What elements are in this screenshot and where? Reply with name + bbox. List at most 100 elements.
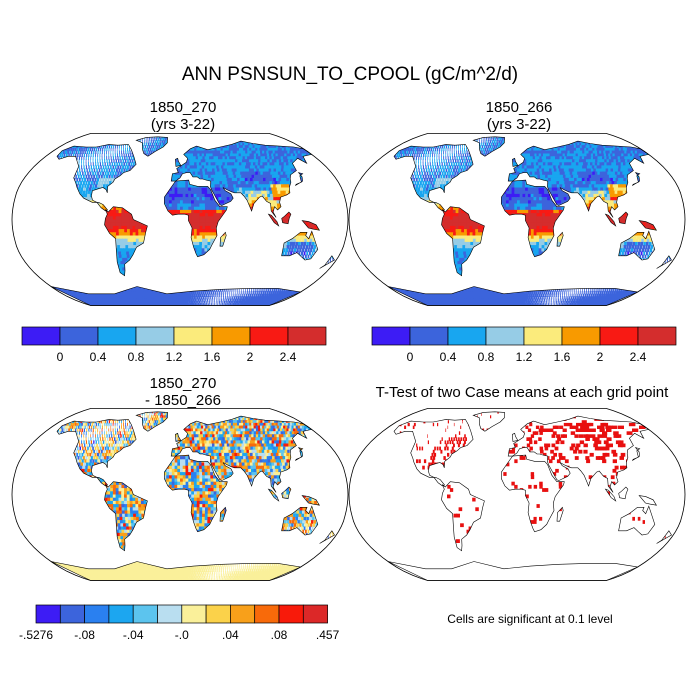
panel-title-case2: 1850_266 (yrs 3-22)	[384, 99, 654, 133]
colorbar-box	[132, 604, 158, 624]
panel-case1-title-line2: (yrs 3-22)	[48, 116, 318, 133]
colorbar-box	[485, 326, 525, 346]
coastline-sumatra	[604, 488, 617, 502]
coastline-south-america	[104, 481, 148, 552]
colorbar-box	[637, 326, 677, 346]
panel-ttest-title-line1: T-Test of two Case means at each grid po…	[352, 384, 692, 401]
coastline-eurasia	[507, 140, 650, 218]
colorbar-box	[84, 604, 110, 624]
colorbar-tick-label: 0	[407, 350, 414, 364]
ocean	[349, 408, 685, 581]
colorbar-tick-label: 1.6	[554, 350, 571, 364]
coastline-sumatra	[604, 213, 617, 227]
coastline-borneo	[618, 211, 629, 225]
map-ttest	[348, 408, 686, 581]
colorbar-case2: 0 0.4 0.8 1.2 1.6 2 2.4	[371, 326, 677, 364]
coastlines	[50, 136, 335, 306]
map-case1	[11, 133, 349, 306]
panel-title-diff: 1850_270 - 1850_266	[48, 375, 318, 409]
coastline-japan	[631, 172, 641, 187]
colorbar-tick-label: 1.6	[204, 350, 221, 364]
coastline-africa	[163, 179, 228, 258]
coastline-new-zealand	[656, 255, 672, 269]
globe-border	[348, 408, 686, 581]
coastline-new-guinea	[638, 495, 657, 506]
panel-title-ttest: T-Test of two Case means at each grid po…	[352, 384, 692, 401]
coastline-madagascar	[219, 231, 227, 247]
coastline-borneo	[281, 486, 292, 500]
colorbar-case1: 0 0.4 0.8 1.2 1.6 2 2.4	[21, 326, 327, 364]
coastline-australia	[618, 230, 656, 261]
colorbar-tick-label: 0	[57, 350, 64, 364]
coastline-new-zealand	[319, 255, 335, 269]
colorbar-box	[108, 604, 134, 624]
ocean	[349, 133, 685, 306]
colorbar-box	[302, 604, 328, 624]
coastline-uk	[175, 432, 182, 442]
panel-case2-title-line2: (yrs 3-22)	[384, 116, 654, 133]
coastline-australia	[618, 505, 656, 536]
coastline-africa	[500, 179, 565, 258]
coastline-new-zealand	[319, 530, 335, 544]
colorbar-tick-label: 0.4	[440, 350, 457, 364]
figure-title: ANN PSNSUN_TO_CPOOL (gC/m^2/d)	[0, 64, 700, 86]
globe-border	[348, 133, 686, 306]
globe-border	[11, 133, 349, 306]
colorbar-tick-label: 1.2	[166, 350, 183, 364]
colorbar-box	[409, 326, 449, 346]
coastline-uk	[512, 157, 519, 167]
panel-diff-title-line1: 1850_270	[48, 375, 318, 392]
colorbar-tick-label: 2	[597, 350, 604, 364]
coastline-new-guinea	[301, 495, 320, 506]
coastline-new-guinea	[638, 220, 657, 231]
panel-case2-title-line1: 1850_266	[384, 99, 654, 116]
panel-title-case1: 1850_270 (yrs 3-22)	[48, 99, 318, 133]
colorbar-box	[59, 604, 85, 624]
coastline-south-america	[441, 481, 485, 552]
colorbar-box	[230, 604, 256, 624]
colorbar-tick-label: .457	[316, 628, 340, 642]
colorbar-box	[599, 326, 639, 346]
map-case2	[348, 133, 686, 306]
colorbar-tick-label: -.5276	[19, 628, 53, 642]
coastline-sumatra	[267, 488, 280, 502]
panel-diff-title-line2: - 1850_266	[48, 392, 318, 409]
coastline-north-america	[393, 419, 474, 487]
coastline-borneo	[618, 486, 629, 500]
colorbar-tick-label: 0.8	[478, 350, 495, 364]
colorbar-box	[249, 326, 289, 346]
coastline-south-america	[441, 206, 485, 277]
colorbar-tick-label: 0.4	[90, 350, 107, 364]
colorbar-box	[59, 326, 99, 346]
coastline-eurasia	[507, 415, 650, 493]
coastline-eurasia	[170, 140, 313, 218]
colorbar-tick-label: 2.4	[280, 350, 297, 364]
coastline-north-america	[56, 419, 137, 487]
coastline-japan	[631, 447, 641, 462]
colorbar-tick-label: -.0	[175, 628, 189, 642]
coastline-australia	[281, 230, 319, 261]
coastline-north-america	[393, 144, 474, 212]
colorbar-box	[21, 326, 61, 346]
colorbar-tick-label: -.08	[74, 628, 95, 642]
colorbar-box	[371, 326, 411, 346]
colorbar-box	[561, 326, 601, 346]
coastline-eurasia	[170, 415, 313, 493]
panel-case1-title-line1: 1850_270	[48, 99, 318, 116]
colorbar-box	[135, 326, 175, 346]
colorbar-box	[523, 326, 563, 346]
significance-note: Cells are significant at 0.1 level	[400, 612, 660, 626]
globe-border	[11, 408, 349, 581]
coastline-madagascar	[556, 231, 564, 247]
coastline-australia	[281, 505, 319, 536]
colorbar-box	[287, 326, 327, 346]
coastline-uk	[175, 157, 182, 167]
coastline-africa	[163, 454, 228, 533]
coastline-south-america	[104, 206, 148, 277]
coastline-japan	[294, 447, 304, 462]
colorbar-box	[211, 326, 251, 346]
colorbar-box	[181, 604, 207, 624]
coastline-uk	[512, 432, 519, 442]
colorbar-tick-label: 0.8	[128, 350, 145, 364]
coastline-new-zealand	[656, 530, 672, 544]
